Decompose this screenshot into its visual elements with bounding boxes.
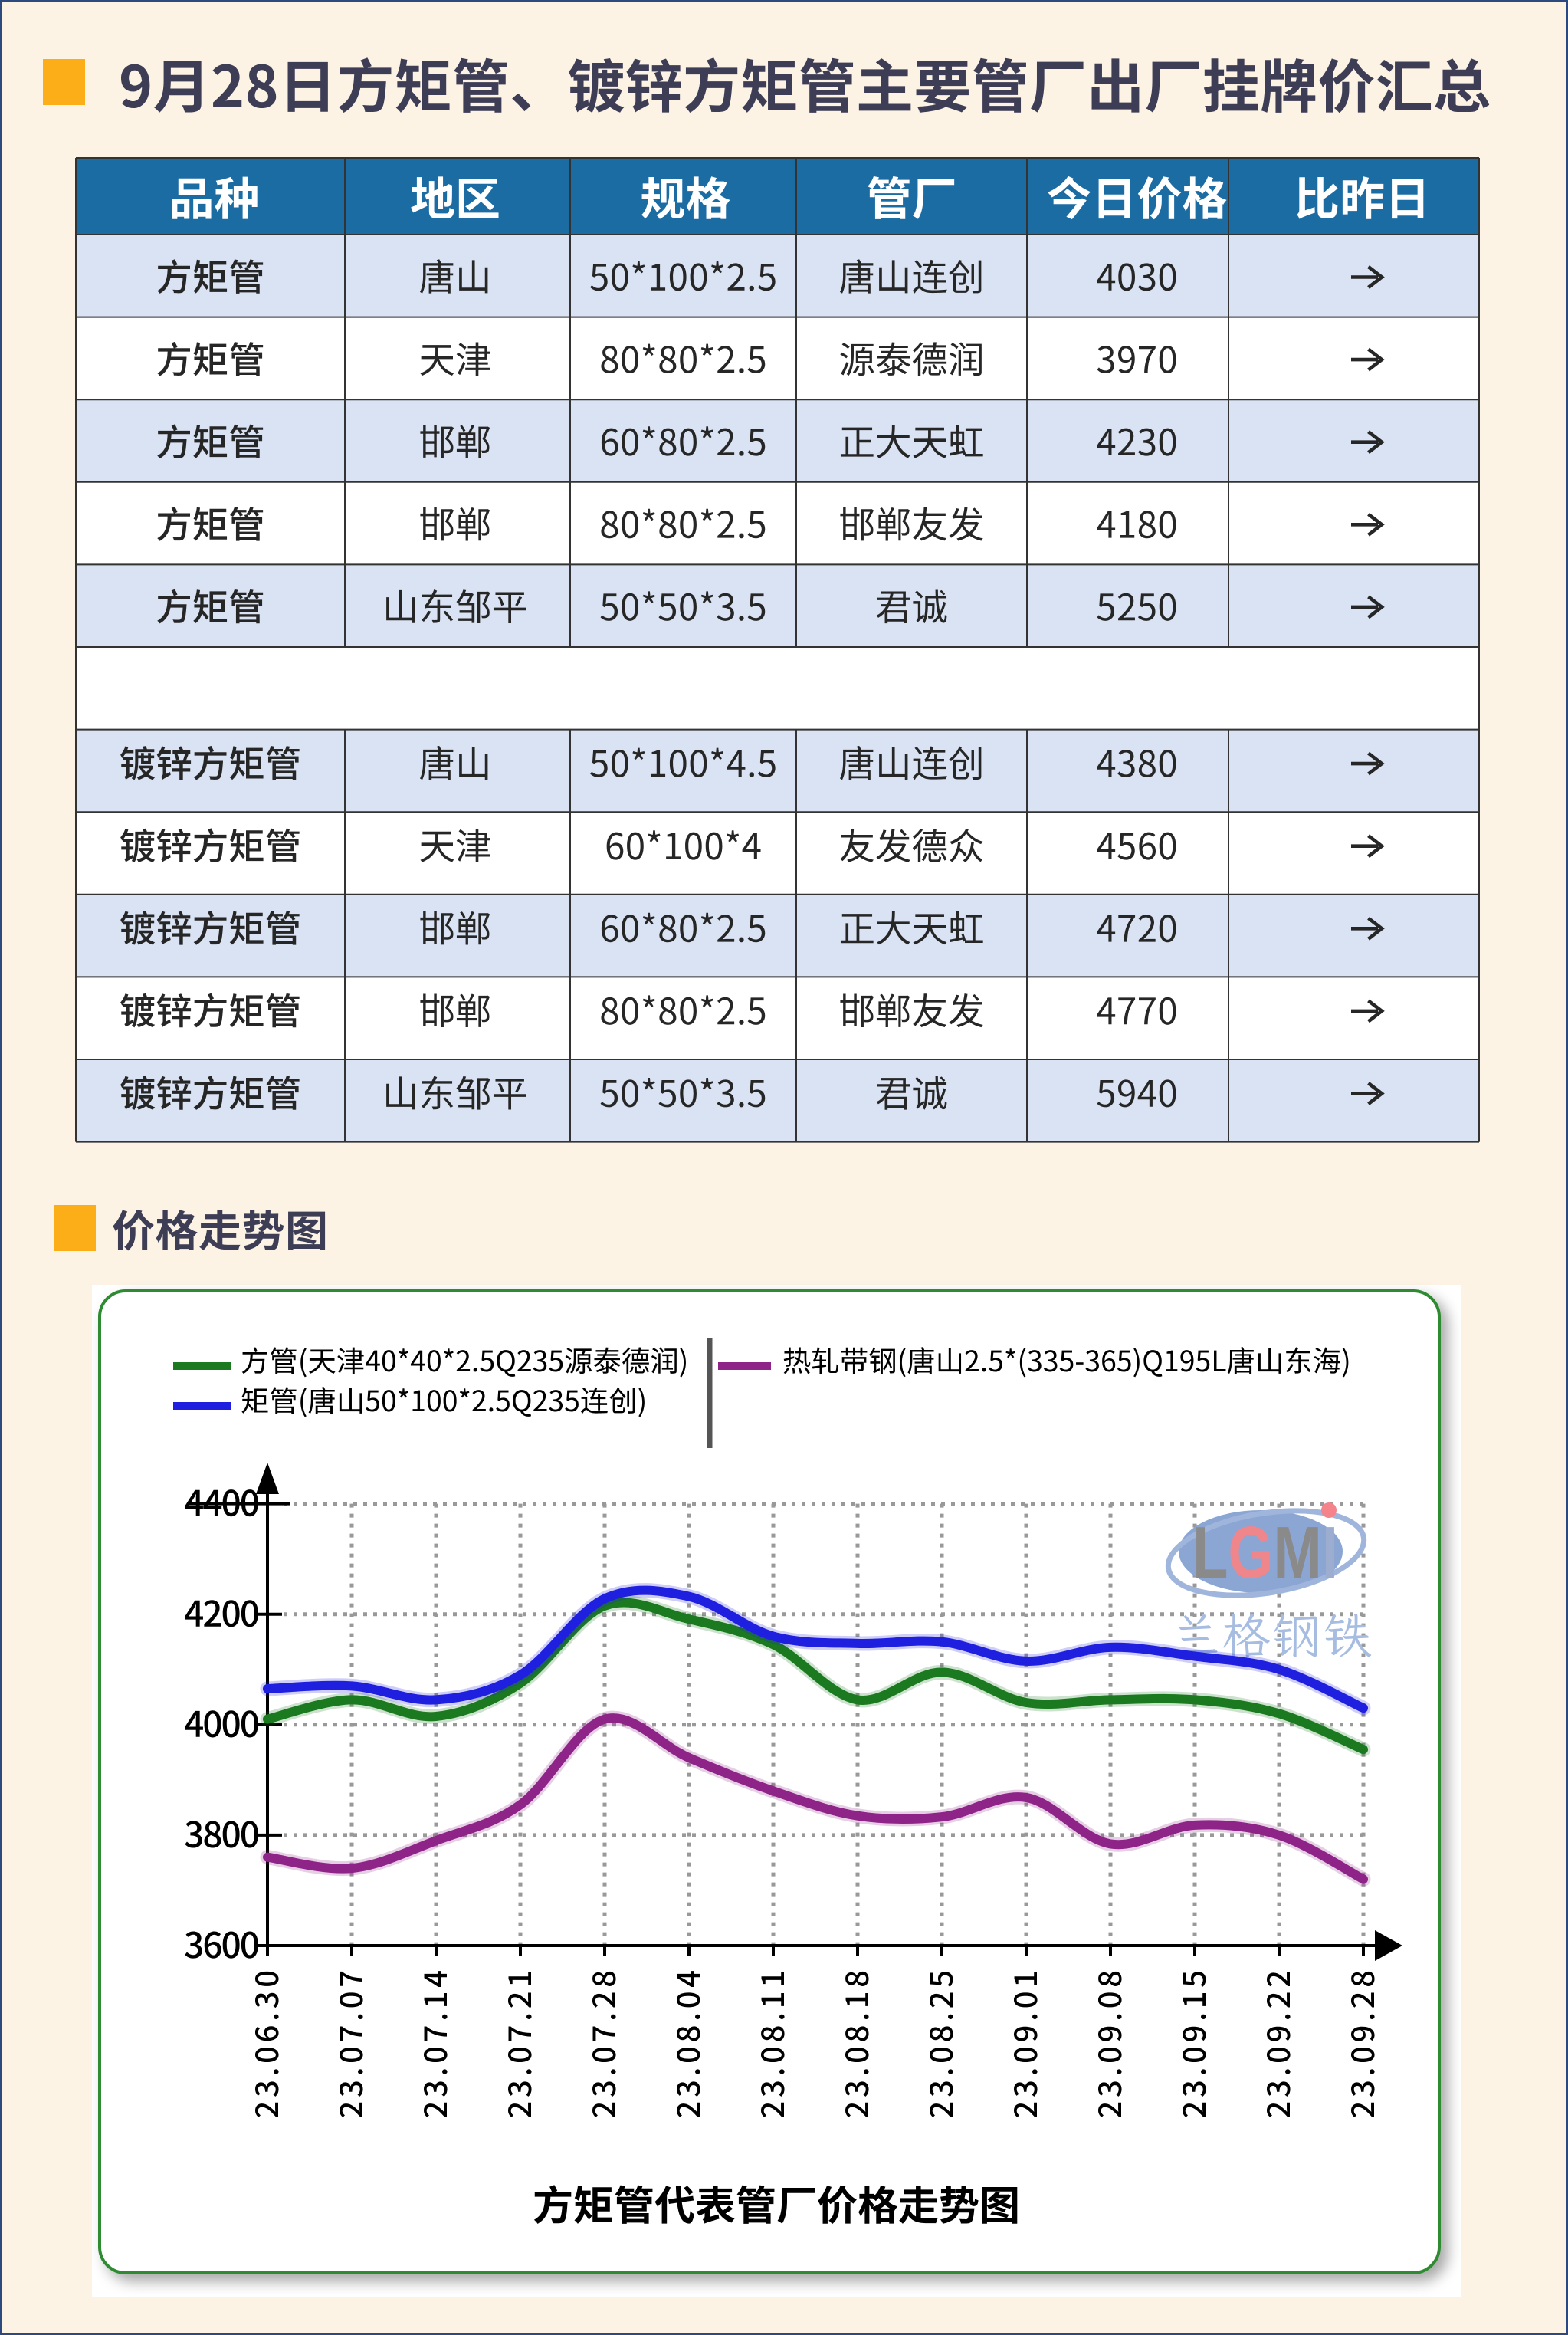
svg-text:LGMI: LGMI [1192, 1512, 1338, 1594]
